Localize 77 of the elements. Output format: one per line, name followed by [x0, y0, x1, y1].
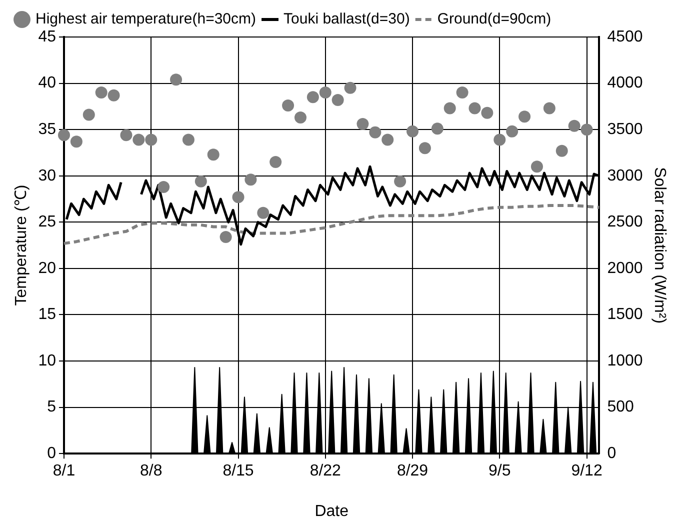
x-tick-label: 8/29	[396, 462, 428, 480]
line-series	[62, 204, 601, 245]
point	[568, 120, 580, 132]
point	[244, 174, 257, 186]
y2-tick-label: 4000	[607, 74, 643, 92]
point	[132, 134, 145, 146]
point	[220, 230, 232, 243]
point	[518, 110, 531, 123]
point	[506, 125, 518, 138]
y2-tick-label: 0	[607, 445, 616, 462]
point	[145, 134, 158, 146]
x-tick-label: 9/5	[488, 462, 511, 480]
x-tick-label: 8/8	[140, 462, 162, 480]
point	[158, 180, 170, 193]
y-axis-title: Temperature (℃)	[13, 184, 30, 306]
point	[232, 191, 244, 204]
point	[356, 118, 369, 130]
point	[431, 122, 444, 135]
y2-tick-label: 3500	[607, 120, 643, 138]
point	[344, 82, 356, 94]
x-tick-label: 8/22	[310, 462, 342, 480]
point	[332, 94, 344, 106]
y-tick-label: 20	[38, 260, 56, 277]
point	[543, 102, 556, 114]
point	[394, 175, 406, 188]
point	[319, 86, 332, 99]
y-tick-label: 35	[38, 120, 56, 138]
legend-label: Ground(d=90cm)	[437, 10, 552, 28]
y2-tick-label: 3000	[607, 167, 643, 184]
y-tick-label: 40	[38, 74, 56, 92]
legend-label: Touki ballast(d=30)	[284, 10, 410, 28]
point	[468, 102, 481, 114]
point	[182, 134, 194, 146]
y-tick-label: 30	[38, 167, 56, 184]
point	[194, 175, 207, 188]
y2-tick-label: 4500	[607, 28, 643, 46]
y-tick-label: 45	[38, 28, 56, 46]
point	[456, 86, 468, 99]
legend-label: Highest air temperature(h=30cm)	[36, 10, 256, 28]
point	[120, 129, 132, 142]
y-tick-label: 5	[47, 398, 56, 416]
y2-tick-label: 2000	[607, 260, 643, 277]
y2-tick-label: 500	[607, 398, 634, 416]
point	[580, 124, 593, 136]
y-tick-label: 0	[47, 445, 56, 462]
x-tick-label: 8/1	[52, 462, 76, 480]
y2-axis-title: Solar radiation (W/m²)	[650, 167, 668, 324]
point	[257, 206, 270, 219]
point	[108, 89, 120, 102]
point	[382, 134, 394, 146]
point	[82, 108, 95, 121]
point	[70, 136, 82, 148]
point	[481, 106, 494, 119]
point	[58, 129, 70, 142]
point	[418, 142, 431, 154]
x-axis-title: Date	[314, 502, 349, 520]
point	[444, 102, 456, 114]
point	[170, 74, 182, 86]
point	[207, 148, 220, 161]
point	[95, 86, 108, 99]
y2-tick-label: 1000	[607, 352, 643, 370]
y2-tick-label: 1500	[607, 306, 643, 324]
y-tick-label: 25	[38, 214, 56, 231]
point	[270, 156, 282, 168]
y-tick-label: 15	[38, 306, 56, 324]
point	[282, 100, 294, 112]
point	[294, 112, 306, 124]
point	[556, 144, 568, 157]
y2-tick-label: 2500	[607, 214, 643, 231]
y-tick-label: 10	[38, 352, 56, 370]
x-tick-label: 9/12	[571, 462, 602, 480]
point	[406, 125, 419, 138]
point	[494, 134, 506, 146]
point	[306, 91, 319, 104]
x-tick-label: 8/15	[222, 462, 254, 480]
point	[369, 126, 382, 138]
point	[530, 160, 543, 173]
